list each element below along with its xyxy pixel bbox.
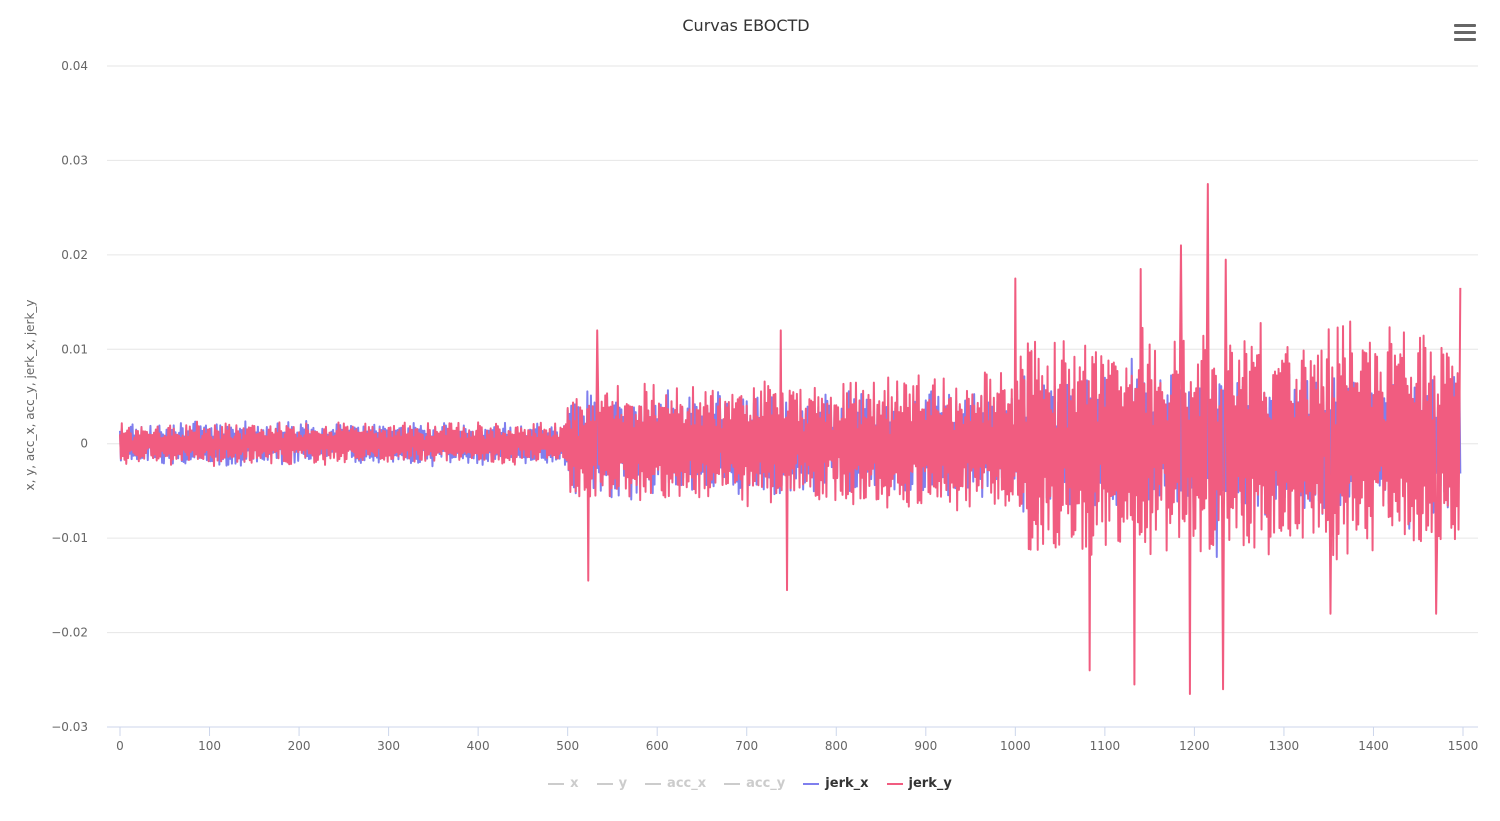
legend-swatch xyxy=(886,782,903,785)
series-line-jerk_y[interactable] xyxy=(119,183,1462,695)
x-tick-label: 700 xyxy=(735,739,758,753)
hamburger-menu-icon[interactable] xyxy=(1454,24,1476,42)
legend-label: x xyxy=(570,776,579,791)
x-tick-label: 300 xyxy=(377,739,400,753)
y-tick-label: 0.04 xyxy=(61,59,88,73)
chart-title: Curvas EBOCTD xyxy=(682,16,810,35)
axis-layer: 0.04 0.03 0.02 0.01 0 −0.01 −0.02 −0.03 0 100 200 3… xyxy=(51,59,1478,753)
y-tick-label: 0.03 xyxy=(61,153,88,167)
legend-label: y xyxy=(618,776,628,791)
x-tick-label: 600 xyxy=(646,739,669,753)
y-tick-label: −0.03 xyxy=(51,720,88,734)
x-tick-label: 800 xyxy=(825,739,848,753)
legend-item-x[interactable]: x xyxy=(548,776,579,791)
x-tick-label: 1100 xyxy=(1090,739,1121,753)
x-tick-label: 1200 xyxy=(1179,739,1210,753)
y-tick-label: −0.02 xyxy=(51,626,88,640)
legend-item-y[interactable]: y xyxy=(596,776,628,791)
x-tick-label: 200 xyxy=(288,739,311,753)
legend-label: jerk_x xyxy=(825,776,869,791)
series-layer xyxy=(119,183,1462,695)
x-tick-label: 500 xyxy=(556,739,579,753)
x-tick-label: 1400 xyxy=(1358,739,1389,753)
legend-swatch xyxy=(645,782,662,785)
x-tick-label: 1500 xyxy=(1448,739,1479,753)
y-axis-label: x, y, acc_x, acc_y, jerk_x, jerk_y xyxy=(23,299,37,490)
y-tick-label: −0.01 xyxy=(51,531,88,545)
legend-label: acc_x xyxy=(667,776,707,791)
x-tick-label: 0 xyxy=(116,739,124,753)
legend: x y acc_x acc_y jerk_x jerk_y xyxy=(0,776,1500,791)
x-tick-label: 400 xyxy=(467,739,490,753)
x-tick-label: 1300 xyxy=(1269,739,1300,753)
x-tick-label: 100 xyxy=(198,739,221,753)
legend-swatch xyxy=(724,782,741,785)
legend-item-acc_y[interactable]: acc_y xyxy=(724,776,785,791)
x-tick-label: 900 xyxy=(914,739,937,753)
x-tick-label: 1000 xyxy=(1000,739,1031,753)
legend-item-jerk_y[interactable]: jerk_y xyxy=(886,776,952,791)
legend-swatch xyxy=(596,782,613,785)
legend-item-jerk_x[interactable]: jerk_x xyxy=(803,776,869,791)
legend-swatch xyxy=(548,782,565,785)
y-tick-label: 0.02 xyxy=(61,248,88,262)
legend-swatch xyxy=(803,782,820,785)
y-tick-label: 0.01 xyxy=(61,342,88,356)
legend-label: jerk_y xyxy=(908,776,952,791)
y-tick-label: 0 xyxy=(80,437,88,451)
legend-item-acc_x[interactable]: acc_x xyxy=(645,776,706,791)
legend-label: acc_y xyxy=(746,776,786,791)
